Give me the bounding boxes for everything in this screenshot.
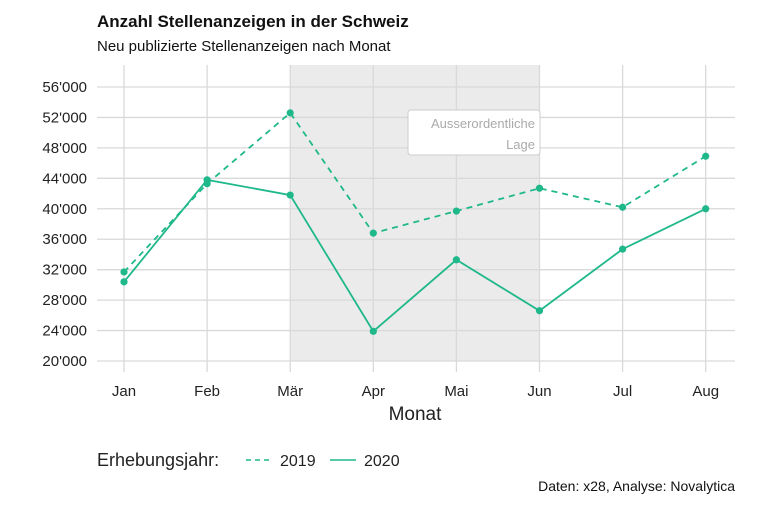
x-tick-label: Jul <box>613 383 632 400</box>
data-point-2019 <box>452 207 460 215</box>
y-tick-label: 20'000 <box>42 353 87 370</box>
x-tick-label: Apr <box>362 383 385 400</box>
legend: Erhebungsjahr: 2019 2020 <box>97 450 400 470</box>
y-tick-label: 36'000 <box>42 231 87 248</box>
data-point-2020 <box>286 191 294 199</box>
y-tick-label: 44'000 <box>42 170 87 187</box>
data-point-2020 <box>120 278 128 286</box>
x-tick-label: Mai <box>444 383 468 400</box>
x-tick-label: Aug <box>692 383 719 400</box>
legend-title: Erhebungsjahr: <box>97 450 219 470</box>
y-tick-label: 52'000 <box>42 109 87 126</box>
shaded-region <box>290 65 540 361</box>
series-line-2020 <box>123 178 707 333</box>
series-line-2019 <box>123 111 707 273</box>
data-point-2020 <box>203 176 211 184</box>
x-tick-label: Feb <box>194 383 220 400</box>
x-tick-label: Jan <box>112 383 136 400</box>
data-point-2019 <box>535 184 544 192</box>
y-tick-label: 48'000 <box>42 140 87 157</box>
y-tick-label: 28'000 <box>42 292 87 309</box>
x-axis-title: Monat <box>389 404 443 425</box>
data-point-2019 <box>286 109 294 117</box>
x-tick-label: Jun <box>527 383 551 400</box>
y-tick-label: 56'000 <box>42 79 87 96</box>
data-point-2020 <box>535 307 544 315</box>
y-tick-label: 40'000 <box>42 201 87 218</box>
x-tick-label: Mär <box>277 383 303 400</box>
legend-label-2020: 2020 <box>364 453 400 470</box>
data-point-2019 <box>619 203 627 211</box>
data-point-2019 <box>369 229 377 237</box>
legend-label-2019: 2019 <box>280 453 316 470</box>
data-point-2020 <box>702 205 710 213</box>
y-tick-label: 24'000 <box>42 323 87 340</box>
chart-subtitle: Neu publizierte Stellenanzeigen nach Mon… <box>97 38 391 55</box>
data-point-2019 <box>702 152 710 160</box>
annotation-text: Ausserordentliche <box>431 116 535 131</box>
annotation-text: Lage <box>506 137 535 152</box>
chart-title: Anzahl Stellenanzeigen in der Schweiz <box>97 12 409 31</box>
data-point-2019 <box>120 268 128 276</box>
y-tick-label: 32'000 <box>42 262 87 279</box>
data-point-2020 <box>619 245 627 253</box>
data-point-2020 <box>452 256 460 264</box>
data-point-2020 <box>369 327 377 335</box>
caption: Daten: x28, Analyse: Novalytica <box>538 478 735 494</box>
annotation-box <box>407 109 541 156</box>
